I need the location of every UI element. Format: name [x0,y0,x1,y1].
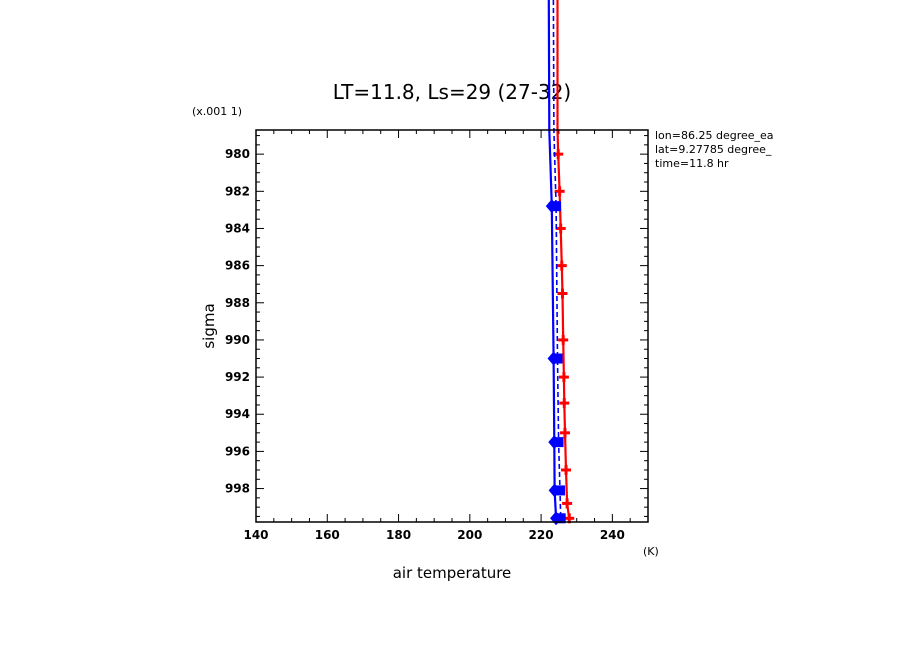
x-axis-label: air temperature [393,564,512,582]
y-tick-label: 982 [225,184,250,198]
y-tick-label: 996 [225,444,250,458]
data-point [555,513,566,524]
x-tick-label: 240 [600,528,625,542]
data-point [558,372,569,383]
annotation-time: time=11.8 hr [655,157,729,170]
data-point [554,485,565,496]
data-point [553,437,564,448]
data-point [554,186,565,197]
data-series [545,0,575,526]
data-point [556,260,567,271]
y-tick-label: 988 [225,296,250,310]
y-tick-label: 998 [225,482,250,496]
x-tick-label: 220 [529,528,554,542]
y-tick-label: 986 [225,259,250,273]
data-point [562,498,573,509]
x-axis-units: (K) [643,545,659,558]
data-point [551,201,562,212]
data-point [559,427,570,438]
x-tick-label: 180 [386,528,411,542]
annotation-lat: lat=9.27785 degree_ [655,143,772,156]
y-scale-label: (x.001 1) [192,105,242,118]
data-point [557,288,568,299]
data-point [559,398,570,409]
x-tick-label: 200 [457,528,482,542]
data-point [561,464,572,475]
x-tick-label: 140 [243,528,268,542]
data-point [555,223,566,234]
plot-frame [255,129,649,523]
x-tick-label: 160 [315,528,340,542]
y-tick-label: 994 [225,407,250,421]
chart-title: LT=11.8, Ls=29 (27-32) [333,80,571,104]
axes: 140 160 180 200 220 240 980 982 984 986 988 990 992 9… [225,130,649,542]
data-point [552,353,563,364]
y-tick-label: 984 [225,221,250,235]
annotation-lon: lon=86.25 degree_ea [655,129,774,142]
y-tick-label: 992 [225,370,250,384]
y-tick-label: 990 [225,333,250,347]
y-axis-label: sigma [200,303,218,348]
series-line [556,0,571,519]
data-point [558,334,569,345]
y-tick-label: 980 [225,147,250,161]
